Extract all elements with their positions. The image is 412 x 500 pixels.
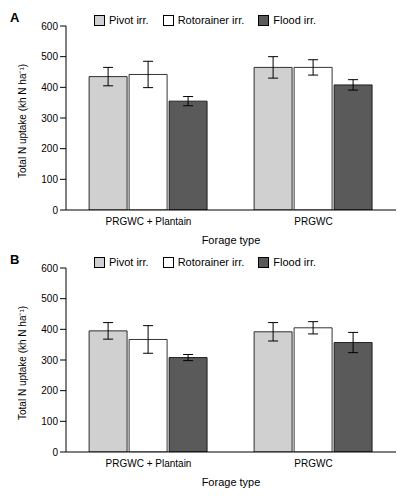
html-text:Pivot irr.: Pivot irr.: [108, 256, 149, 268]
svg-text:200: 200: [41, 385, 58, 396]
html-text:Flood irr.: Flood irr.: [273, 14, 317, 26]
svg-text:0: 0: [52, 447, 58, 458]
svg-text:600: 600: [41, 21, 58, 32]
svg-text:100: 100: [41, 416, 58, 427]
svg-text:PRGWC + Plantain: PRGWC + Plantain: [106, 458, 192, 469]
svg-text:Total N uptake (kh N ha⁻¹): Total N uptake (kh N ha⁻¹): [17, 64, 28, 178]
svg-text:500: 500: [41, 51, 58, 62]
svg-text:PRGWC + Plantain: PRGWC + Plantain: [106, 216, 192, 227]
html-text:Pivot irr.: Pivot irr.: [108, 14, 149, 26]
svg-text:500: 500: [41, 293, 58, 304]
svg-text:Total N uptake (kh N ha⁻¹): Total N uptake (kh N ha⁻¹): [17, 306, 28, 420]
svg-text:PRGWC: PRGWC: [294, 458, 332, 469]
svg-text:PRGWC: PRGWC: [294, 216, 332, 227]
svg-text:300: 300: [41, 113, 58, 124]
svg-text:Forage type: Forage type: [202, 234, 261, 246]
html-text:A: A: [10, 10, 20, 25]
html-text:Rotorainer irr.: Rotorainer irr.: [177, 14, 245, 26]
svg-text:400: 400: [41, 324, 58, 335]
svg-text:100: 100: [41, 174, 58, 185]
svg-text:200: 200: [41, 143, 58, 154]
svg-text:Forage type: Forage type: [202, 476, 261, 488]
svg-text:400: 400: [41, 82, 58, 93]
svg-text:300: 300: [41, 355, 58, 366]
html-text:Rotorainer irr.: Rotorainer irr.: [177, 256, 245, 268]
html-text:Flood irr.: Flood irr.: [273, 256, 317, 268]
html-text:B: B: [10, 252, 20, 267]
svg-text:600: 600: [41, 263, 58, 274]
svg-text:0: 0: [52, 205, 58, 216]
